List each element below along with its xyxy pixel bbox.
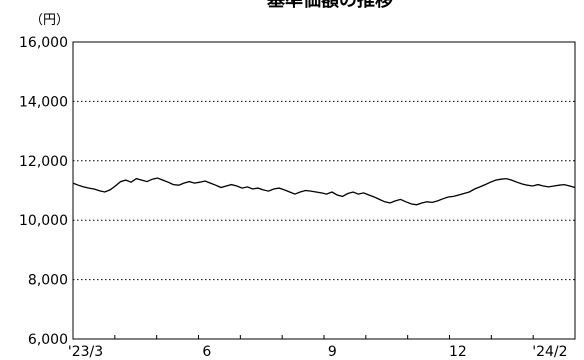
y-tick-label: 10,000	[19, 213, 68, 229]
x-tick-label: 9	[328, 344, 337, 360]
unit-label: （円）	[30, 13, 69, 28]
grid-lines	[73, 100, 575, 281]
plot-frame	[72, 41, 576, 340]
x-tick-label: 6	[202, 344, 211, 360]
y-axis-ticks: 6,000 8,000 10,000 12,000 14,000 16,000	[19, 35, 68, 348]
x-tick-label: '23/3	[68, 344, 103, 360]
y-tick-label: 16,000	[19, 35, 68, 51]
x-tick-label: 12	[449, 344, 467, 360]
x-tick-label: '24/2	[532, 344, 567, 360]
y-tick-label: 6,000	[28, 332, 68, 348]
y-tick-label: 14,000	[19, 94, 68, 110]
y-tick-label: 8,000	[28, 273, 68, 289]
series-line	[72, 177, 576, 206]
chart-title: 基準価額の推移	[266, 0, 393, 11]
y-tick-label: 12,000	[19, 154, 68, 170]
